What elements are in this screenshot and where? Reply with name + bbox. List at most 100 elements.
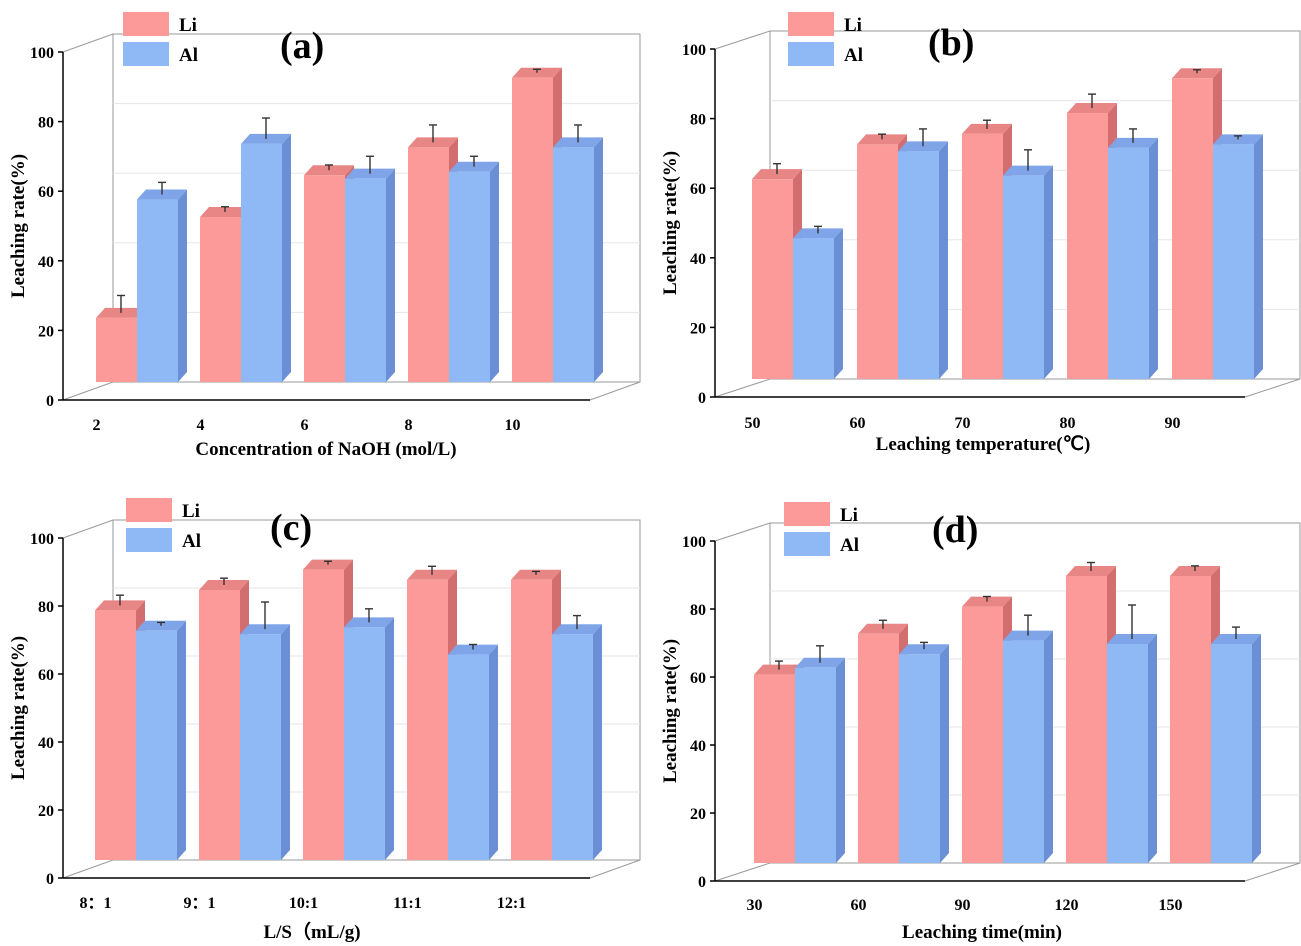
- x-tick-label: 150: [1159, 897, 1183, 914]
- bar-li-12:1: [511, 569, 561, 860]
- bar-front: [857, 144, 898, 379]
- y-tick-label: 60: [38, 184, 54, 201]
- bar-front: [858, 633, 899, 863]
- legend-swatch-li: [123, 12, 169, 36]
- bar-al-60: [899, 641, 949, 863]
- y-tick-label: 80: [38, 599, 54, 616]
- bar-side: [490, 161, 499, 382]
- chart-panel-3: 0 20 40 60 80 100 Leaching rate(%) L/S（mL/g) 8：1…: [8, 498, 641, 943]
- chart-panel-1: 0 20 40 60 80 100 Leaching rate(%) Concentratio…: [8, 12, 641, 460]
- bar-side: [836, 657, 845, 863]
- bar-front: [96, 317, 137, 382]
- bar-side: [281, 624, 290, 860]
- chart-panel-2: 0 20 40 60 80 100 Leaching rate(%) Leaching tem…: [660, 12, 1301, 455]
- y-tick-label: 60: [690, 670, 706, 687]
- bar-side: [177, 620, 186, 860]
- bar-front: [1067, 113, 1108, 379]
- frame-edge: [1244, 862, 1301, 882]
- x-tick-label: 8: [405, 417, 413, 434]
- legend-label-al: Al: [844, 45, 863, 66]
- legend-swatch-al: [123, 42, 169, 66]
- legend-swatch-li: [784, 502, 830, 526]
- bar-al-70: [1003, 149, 1053, 379]
- y-tick-label: 80: [690, 602, 706, 619]
- x-tick-label: 10:1: [289, 895, 318, 912]
- bar-front: [793, 238, 834, 379]
- bar-front: [448, 654, 489, 860]
- panel-label: (a): [280, 25, 324, 67]
- bar-side: [1254, 134, 1263, 379]
- y-tick-label: 80: [38, 115, 54, 132]
- bar-front: [553, 147, 594, 382]
- legend-swatch-al: [784, 532, 830, 556]
- bar-front: [137, 199, 178, 382]
- bar-al-9：1: [240, 601, 290, 860]
- frame-edge: [1244, 378, 1301, 398]
- x-tick-label: 90: [955, 897, 971, 914]
- bar-front: [408, 147, 449, 382]
- y-tick-label: 60: [690, 181, 706, 198]
- x-tick-label: 90: [1165, 415, 1181, 432]
- bar-al-10: [553, 124, 603, 382]
- bar-al-30: [795, 645, 845, 863]
- bar-front: [199, 590, 240, 860]
- y-tick-label: 100: [30, 531, 54, 548]
- x-tick-label: 8：1: [79, 895, 111, 912]
- y-tick-label: 40: [38, 254, 54, 271]
- y-tick-label: 0: [46, 393, 54, 410]
- bar-al-90: [1003, 614, 1053, 863]
- bar-side: [385, 617, 394, 860]
- bar-al-4: [241, 117, 291, 382]
- y-axis-title: Leaching rate(%): [8, 154, 29, 298]
- x-tick-label: 60: [851, 897, 867, 914]
- bar-side: [834, 228, 843, 379]
- legend-label-al: Al: [179, 45, 198, 66]
- frame-edge: [62, 859, 114, 879]
- bar-front: [304, 175, 345, 382]
- bar-al-150: [1211, 626, 1261, 863]
- bar-front: [200, 216, 241, 382]
- x-tick-label: 9：1: [183, 895, 215, 912]
- panel-label: (c): [270, 507, 312, 549]
- x-tick-label: 2: [93, 417, 101, 434]
- bar-side: [939, 141, 948, 379]
- bar-side: [1252, 634, 1261, 863]
- legend-swatch-al: [788, 42, 834, 66]
- x-axis-title: L/S（mL/g): [263, 920, 360, 943]
- x-tick-label: 70: [955, 415, 971, 432]
- bar-side: [593, 624, 602, 860]
- frame-edge: [62, 33, 114, 53]
- x-tick-label: 11:1: [393, 895, 421, 912]
- x-axis-title: Leaching time(min): [902, 922, 1062, 943]
- bar-al-90: [1213, 134, 1263, 379]
- x-tick-label: 80: [1060, 415, 1076, 432]
- frame-edge: [714, 862, 771, 882]
- bar-side: [282, 133, 291, 382]
- bar-front: [754, 674, 795, 863]
- bar-side: [386, 168, 395, 382]
- bar-front: [1108, 147, 1149, 379]
- chart-panel-4: 0 20 40 60 80 100 Leaching rate(%) Leaching tim…: [660, 502, 1301, 943]
- y-tick-label: 20: [690, 806, 706, 823]
- legend-swatch-li: [788, 12, 834, 36]
- bar-front: [962, 606, 1003, 863]
- bar-side: [1148, 634, 1157, 863]
- bar-front: [241, 143, 282, 382]
- bar-front: [795, 667, 836, 863]
- legend-swatch-li: [126, 498, 172, 522]
- bar-al-11:1: [448, 643, 498, 860]
- frame-edge: [714, 522, 771, 542]
- bar-front: [1170, 576, 1211, 863]
- x-tick-label: 10: [505, 417, 521, 434]
- y-tick-label: 40: [690, 738, 706, 755]
- bar-front: [899, 654, 940, 863]
- x-tick-label: 12:1: [497, 895, 526, 912]
- y-tick-label: 100: [682, 42, 706, 59]
- bar-al-6: [345, 155, 395, 382]
- y-axis-title: Leaching rate(%): [660, 151, 681, 295]
- y-tick-label: 60: [38, 667, 54, 684]
- x-tick-label: 4: [197, 417, 205, 434]
- x-tick-label: 30: [747, 897, 763, 914]
- y-axis-title: Leaching rate(%): [660, 639, 681, 783]
